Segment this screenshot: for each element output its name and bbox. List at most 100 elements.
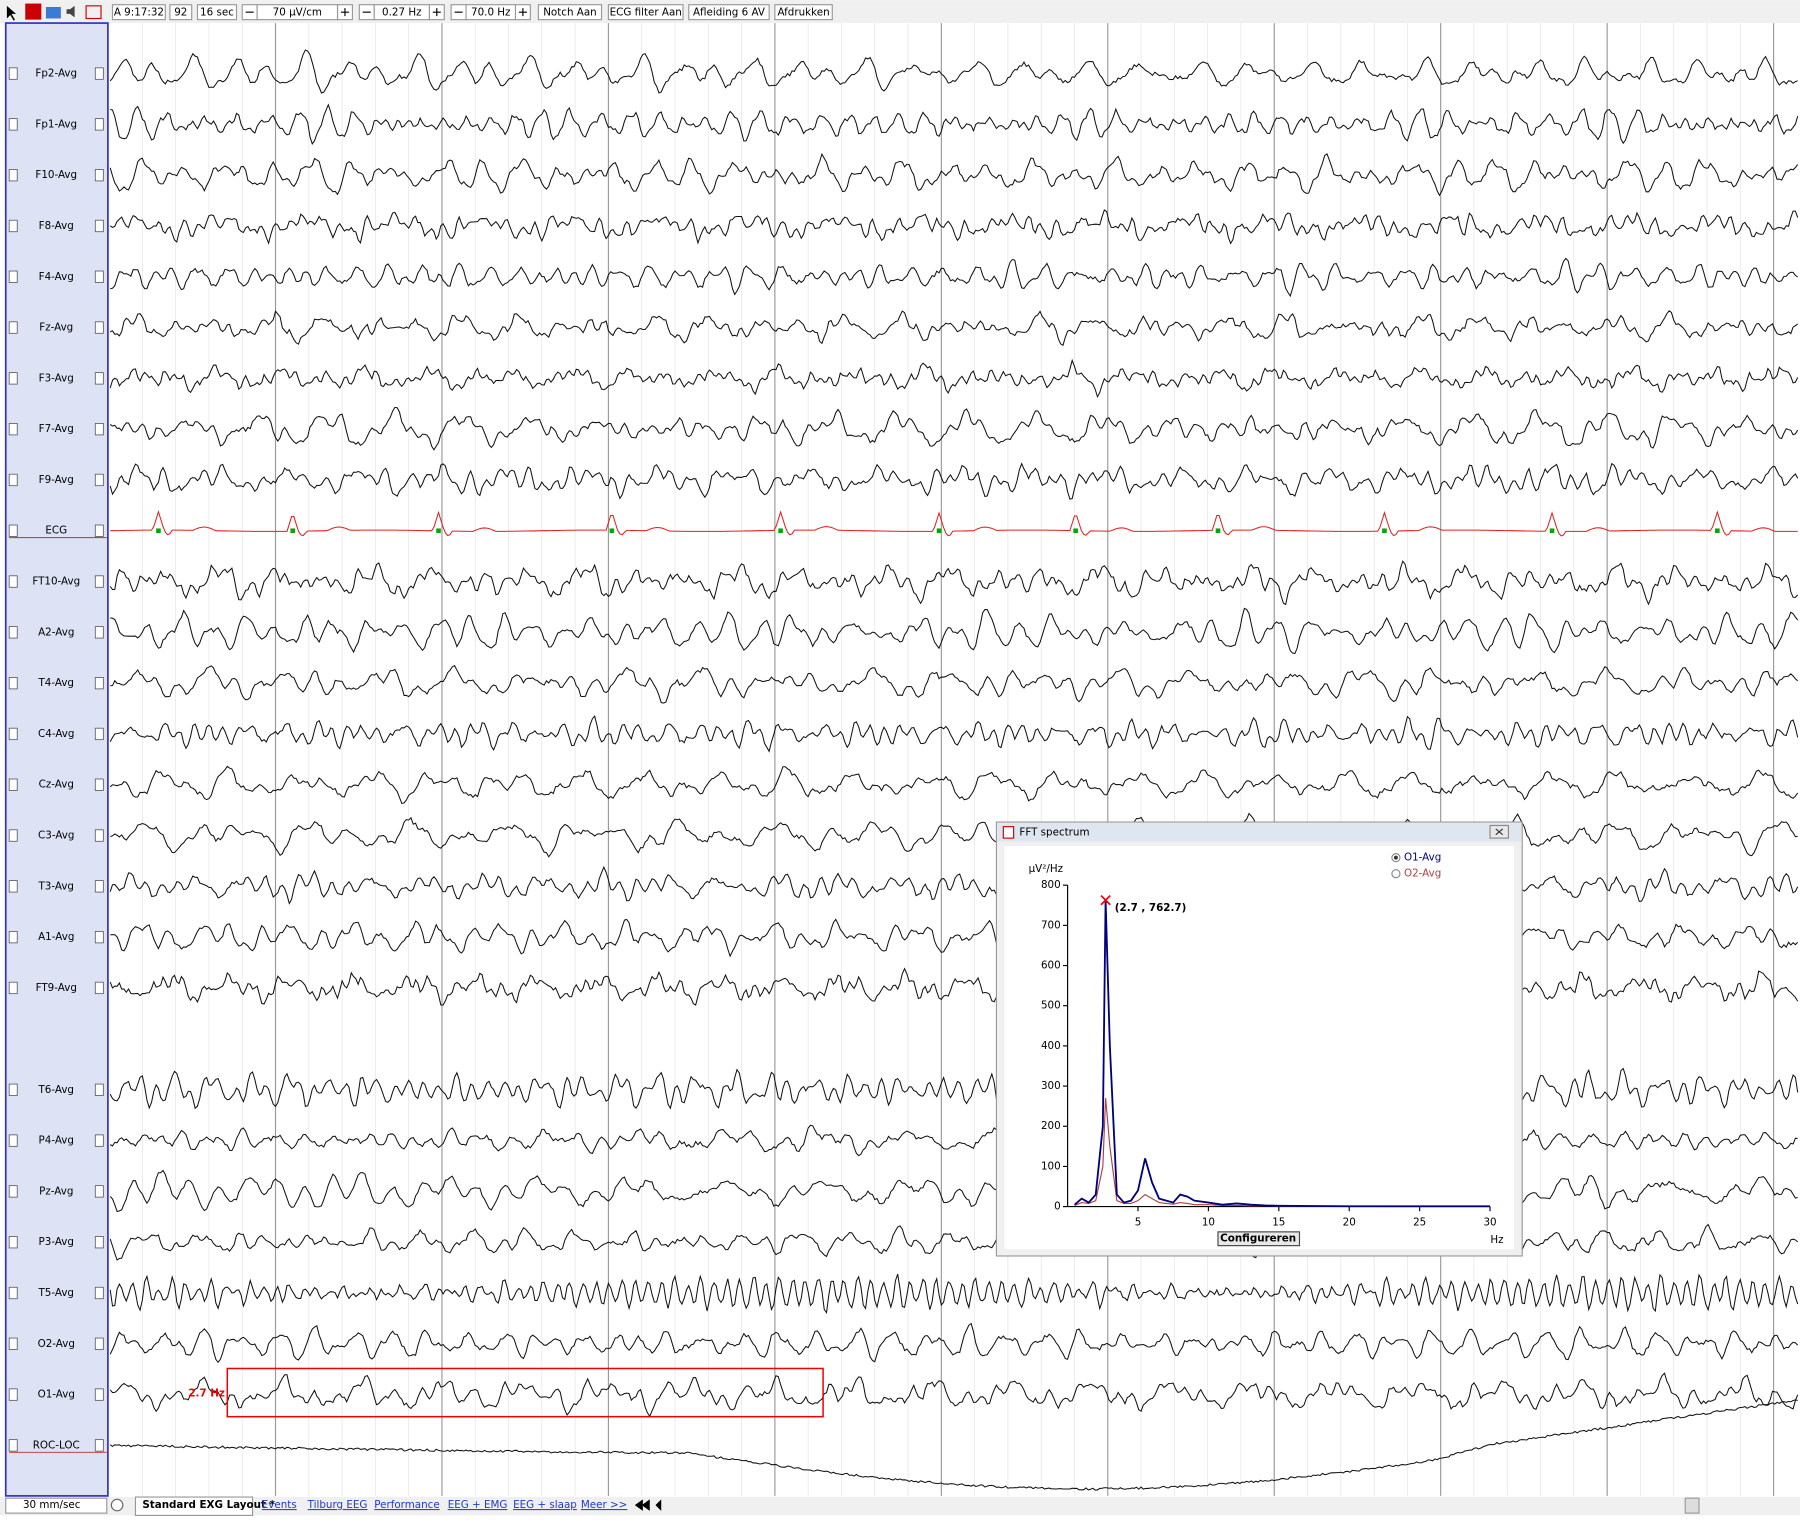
channel-plus[interactable]: [94, 1388, 104, 1401]
channel-plus[interactable]: [94, 270, 104, 283]
channel-plus[interactable]: [94, 880, 104, 893]
channel-plus[interactable]: [94, 1439, 104, 1452]
channel-label: Fz-Avg: [39, 322, 73, 334]
speed-box[interactable]: [5, 1497, 108, 1514]
channel-minus[interactable]: [8, 118, 18, 131]
channel-minus[interactable]: [8, 575, 18, 588]
toolbar-button[interactable]: [688, 4, 770, 21]
tab-link[interactable]: EEG + EMG: [448, 1499, 508, 1511]
channel-minus[interactable]: [8, 1134, 18, 1147]
channel-minus[interactable]: [8, 829, 18, 842]
tab-link[interactable]: Events: [262, 1499, 297, 1511]
channel-label: F4-Avg: [39, 271, 74, 283]
channel-minus[interactable]: [8, 67, 18, 80]
toolbar-button[interactable]: [169, 4, 193, 21]
channel-plus[interactable]: [94, 930, 104, 944]
tab-link[interactable]: Performance: [374, 1499, 439, 1511]
channel-minus[interactable]: [8, 677, 18, 690]
channel-minus[interactable]: [8, 1185, 18, 1198]
toolbar-icons: [6, 3, 102, 21]
channel-plus[interactable]: [94, 1083, 104, 1096]
toolbar-button[interactable]: [256, 4, 339, 21]
channel-minus[interactable]: [8, 1083, 18, 1096]
channel-minus[interactable]: [8, 880, 18, 893]
channel-plus[interactable]: [94, 1286, 104, 1300]
channel-plus[interactable]: [94, 626, 104, 639]
x-tick-label: 30: [1483, 1217, 1496, 1229]
toolbar-button[interactable]: [373, 4, 430, 21]
channel-plus[interactable]: [94, 67, 104, 80]
pointer-icon[interactable]: [6, 5, 17, 21]
channel-label: Fp2-Avg: [35, 68, 77, 80]
channel-minus[interactable]: [8, 981, 18, 995]
channel-minus[interactable]: [8, 727, 18, 741]
channel-minus[interactable]: [8, 1286, 18, 1300]
channel-minus[interactable]: [8, 219, 18, 233]
channel-plus[interactable]: [94, 677, 104, 690]
channel-label: P4-Avg: [39, 1135, 74, 1147]
channel-plus[interactable]: [94, 575, 104, 588]
sound-icon[interactable]: [66, 5, 75, 18]
channel-plus[interactable]: [94, 473, 104, 487]
grid-icon[interactable]: [85, 5, 102, 20]
channel-plus[interactable]: [94, 1134, 104, 1147]
channel-minus[interactable]: [8, 626, 18, 639]
spectrum-line: [1074, 900, 1491, 1208]
legend-radio[interactable]: [1391, 869, 1401, 879]
channel-plus[interactable]: [94, 829, 104, 842]
toolbar-button[interactable]: [196, 4, 238, 21]
tab-link[interactable]: Tilburg EEG: [307, 1499, 368, 1511]
toolbar-button[interactable]: [111, 4, 166, 21]
record-icon[interactable]: [25, 3, 42, 20]
nav-arrows[interactable]: [634, 1499, 662, 1511]
close-icon: [1495, 828, 1504, 836]
toolbar-button[interactable]: [537, 4, 603, 21]
channel-minus[interactable]: [8, 1439, 18, 1452]
channel-plus[interactable]: [94, 321, 104, 334]
plus-icon: [340, 8, 349, 17]
peak-marker: [1100, 894, 1111, 906]
channel-minus[interactable]: [8, 321, 18, 334]
channel-plus[interactable]: [94, 1236, 104, 1249]
channel-minus[interactable]: [8, 473, 18, 487]
channel-plus[interactable]: [94, 118, 104, 131]
eeg-trace: [109, 1399, 1798, 1491]
legend-radio-dot: [1393, 855, 1398, 860]
channel-plus[interactable]: [94, 1185, 104, 1198]
channel-minus[interactable]: [8, 1236, 18, 1249]
channel-plus[interactable]: [94, 219, 104, 233]
tab-link[interactable]: Meer >>: [581, 1499, 627, 1511]
channel-minus[interactable]: [8, 778, 18, 791]
tab-link[interactable]: EEG + slaap: [513, 1499, 577, 1511]
y-axis-label: µV²/Hz: [1029, 863, 1063, 875]
channel-plus[interactable]: [94, 727, 104, 741]
channel-plus[interactable]: [94, 778, 104, 791]
folder-icon[interactable]: [45, 6, 61, 19]
channel-plus[interactable]: [94, 1337, 104, 1350]
channel-minus[interactable]: [8, 372, 18, 385]
y-tick-label: 300: [1041, 1080, 1061, 1092]
active-tab[interactable]: [134, 1496, 254, 1516]
toolbar-button[interactable]: [774, 4, 833, 21]
channel-plus[interactable]: [94, 372, 104, 385]
channel-plus[interactable]: [94, 981, 104, 995]
y-tick-label: 500: [1041, 1000, 1061, 1012]
channel-minus[interactable]: [8, 423, 18, 436]
channel-minus[interactable]: [8, 1388, 18, 1401]
toolbar-button[interactable]: [607, 4, 684, 21]
scroll-thumb[interactable]: [1684, 1497, 1700, 1514]
channel-minus[interactable]: [8, 524, 18, 537]
channel-plus[interactable]: [94, 524, 104, 537]
channel-minus[interactable]: [8, 169, 18, 182]
configure-button[interactable]: [1217, 1231, 1301, 1247]
toolbar-button[interactable]: [465, 4, 517, 21]
toolbar-label: Afdrukken: [777, 7, 829, 19]
settings-icon[interactable]: [110, 1498, 124, 1512]
channel-minus[interactable]: [8, 270, 18, 283]
channel-label: Cz-Avg: [39, 779, 74, 791]
channel-minus[interactable]: [8, 1337, 18, 1350]
channel-minus[interactable]: [8, 930, 18, 944]
channel-plus[interactable]: [94, 423, 104, 436]
channel-plus[interactable]: [94, 169, 104, 182]
